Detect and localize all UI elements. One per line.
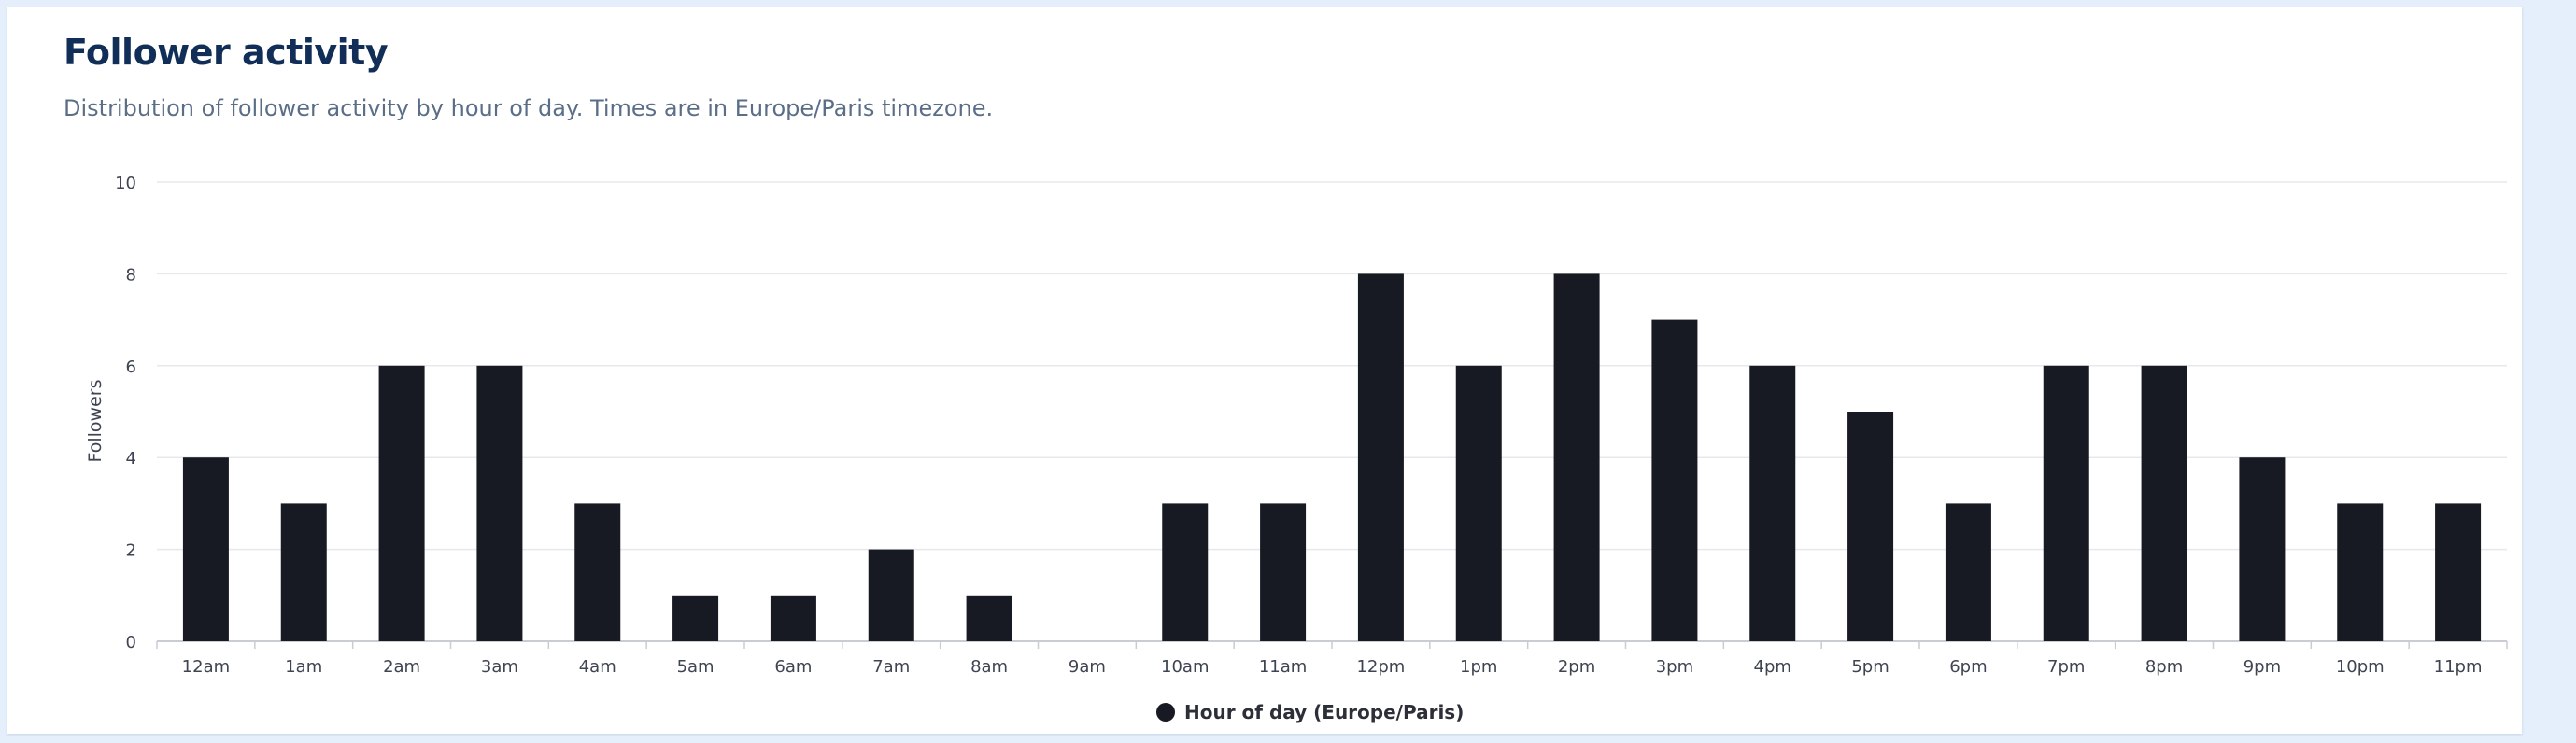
x-tick-label: 6pm [1949,657,1987,677]
page-title: Follower activity [64,32,389,73]
bar-2pm[interactable] [1553,273,1600,641]
bar-6am[interactable] [770,595,816,641]
x-tick-label: 3am [481,657,518,677]
x-tick-label: 10pm [2336,657,2385,677]
legend-marker-icon [1156,703,1175,722]
bar-3am[interactable] [476,365,523,641]
bar-9pm[interactable] [2239,457,2286,641]
y-axis-ticks: 0 2 4 6 8 10 [115,174,136,652]
x-tick-label: 4am [579,657,616,677]
x-tick-label: 12am [182,657,230,677]
x-tick-label: 1pm [1460,657,1497,677]
x-tick-label: 11am [1259,657,1307,677]
x-tick-label: 7am [872,657,910,677]
bars [182,273,2482,641]
bar-2am[interactable] [378,365,425,641]
bar-7am[interactable] [868,549,914,641]
x-tick-label: 12pm [1356,657,1405,677]
x-axis-ticks: 12am 1am 2am 3am 4am 5am 6am 7am 8am 9am 10am 11am 1… [156,641,2508,677]
bar-7pm[interactable] [2043,365,2089,641]
x-tick-label: 1am [285,657,322,677]
bar-5pm[interactable] [1847,412,1894,641]
y-tick-label: 0 [126,633,136,652]
chart-card: Follower activity Distribution of follow… [7,7,2522,734]
bar-5am[interactable] [672,595,719,641]
x-tick-label: 2am [383,657,420,677]
bar-6pm[interactable] [1945,503,1991,641]
bar-4pm[interactable] [1749,365,1796,641]
x-tick-label: 2pm [1558,657,1595,677]
y-axis-title: Followers [85,380,106,463]
y-tick-label: 10 [115,174,136,193]
x-tick-label: 9am [1069,657,1106,677]
bar-1pm[interactable] [1455,365,1502,641]
bar-1am[interactable] [280,503,327,641]
legend[interactable]: Hour of day (Europe/Paris) [1156,701,1464,723]
page-subtitle: Distribution of follower activity by hou… [64,95,994,121]
bar-11pm[interactable] [2435,503,2482,641]
x-tick-label: 11pm [2434,657,2483,677]
bar-10pm[interactable] [2337,503,2384,641]
legend-label: Hour of day (Europe/Paris) [1184,701,1464,723]
x-tick-label: 7pm [2047,657,2085,677]
bar-4am[interactable] [574,503,621,641]
x-tick-label: 3pm [1656,657,1693,677]
bar-12pm[interactable] [1357,273,1404,641]
bar-12am[interactable] [182,457,229,641]
bar-3pm[interactable] [1651,319,1698,641]
bar-8pm[interactable] [2141,365,2187,641]
x-tick-label: 5pm [1851,657,1889,677]
x-tick-label: 10am [1161,657,1209,677]
x-tick-label: 9pm [2243,657,2281,677]
bar-11am[interactable] [1260,503,1307,641]
bar-8am[interactable] [966,595,1012,641]
y-tick-label: 4 [126,449,136,469]
x-tick-label: 4pm [1754,657,1791,677]
y-tick-label: 8 [126,265,136,285]
x-tick-label: 5am [677,657,715,677]
x-tick-label: 8am [970,657,1008,677]
x-tick-label: 8pm [2145,657,2183,677]
x-tick-label: 6am [774,657,812,677]
y-tick-label: 6 [126,357,136,377]
bar-10am[interactable] [1162,503,1209,641]
y-tick-label: 2 [126,541,136,561]
